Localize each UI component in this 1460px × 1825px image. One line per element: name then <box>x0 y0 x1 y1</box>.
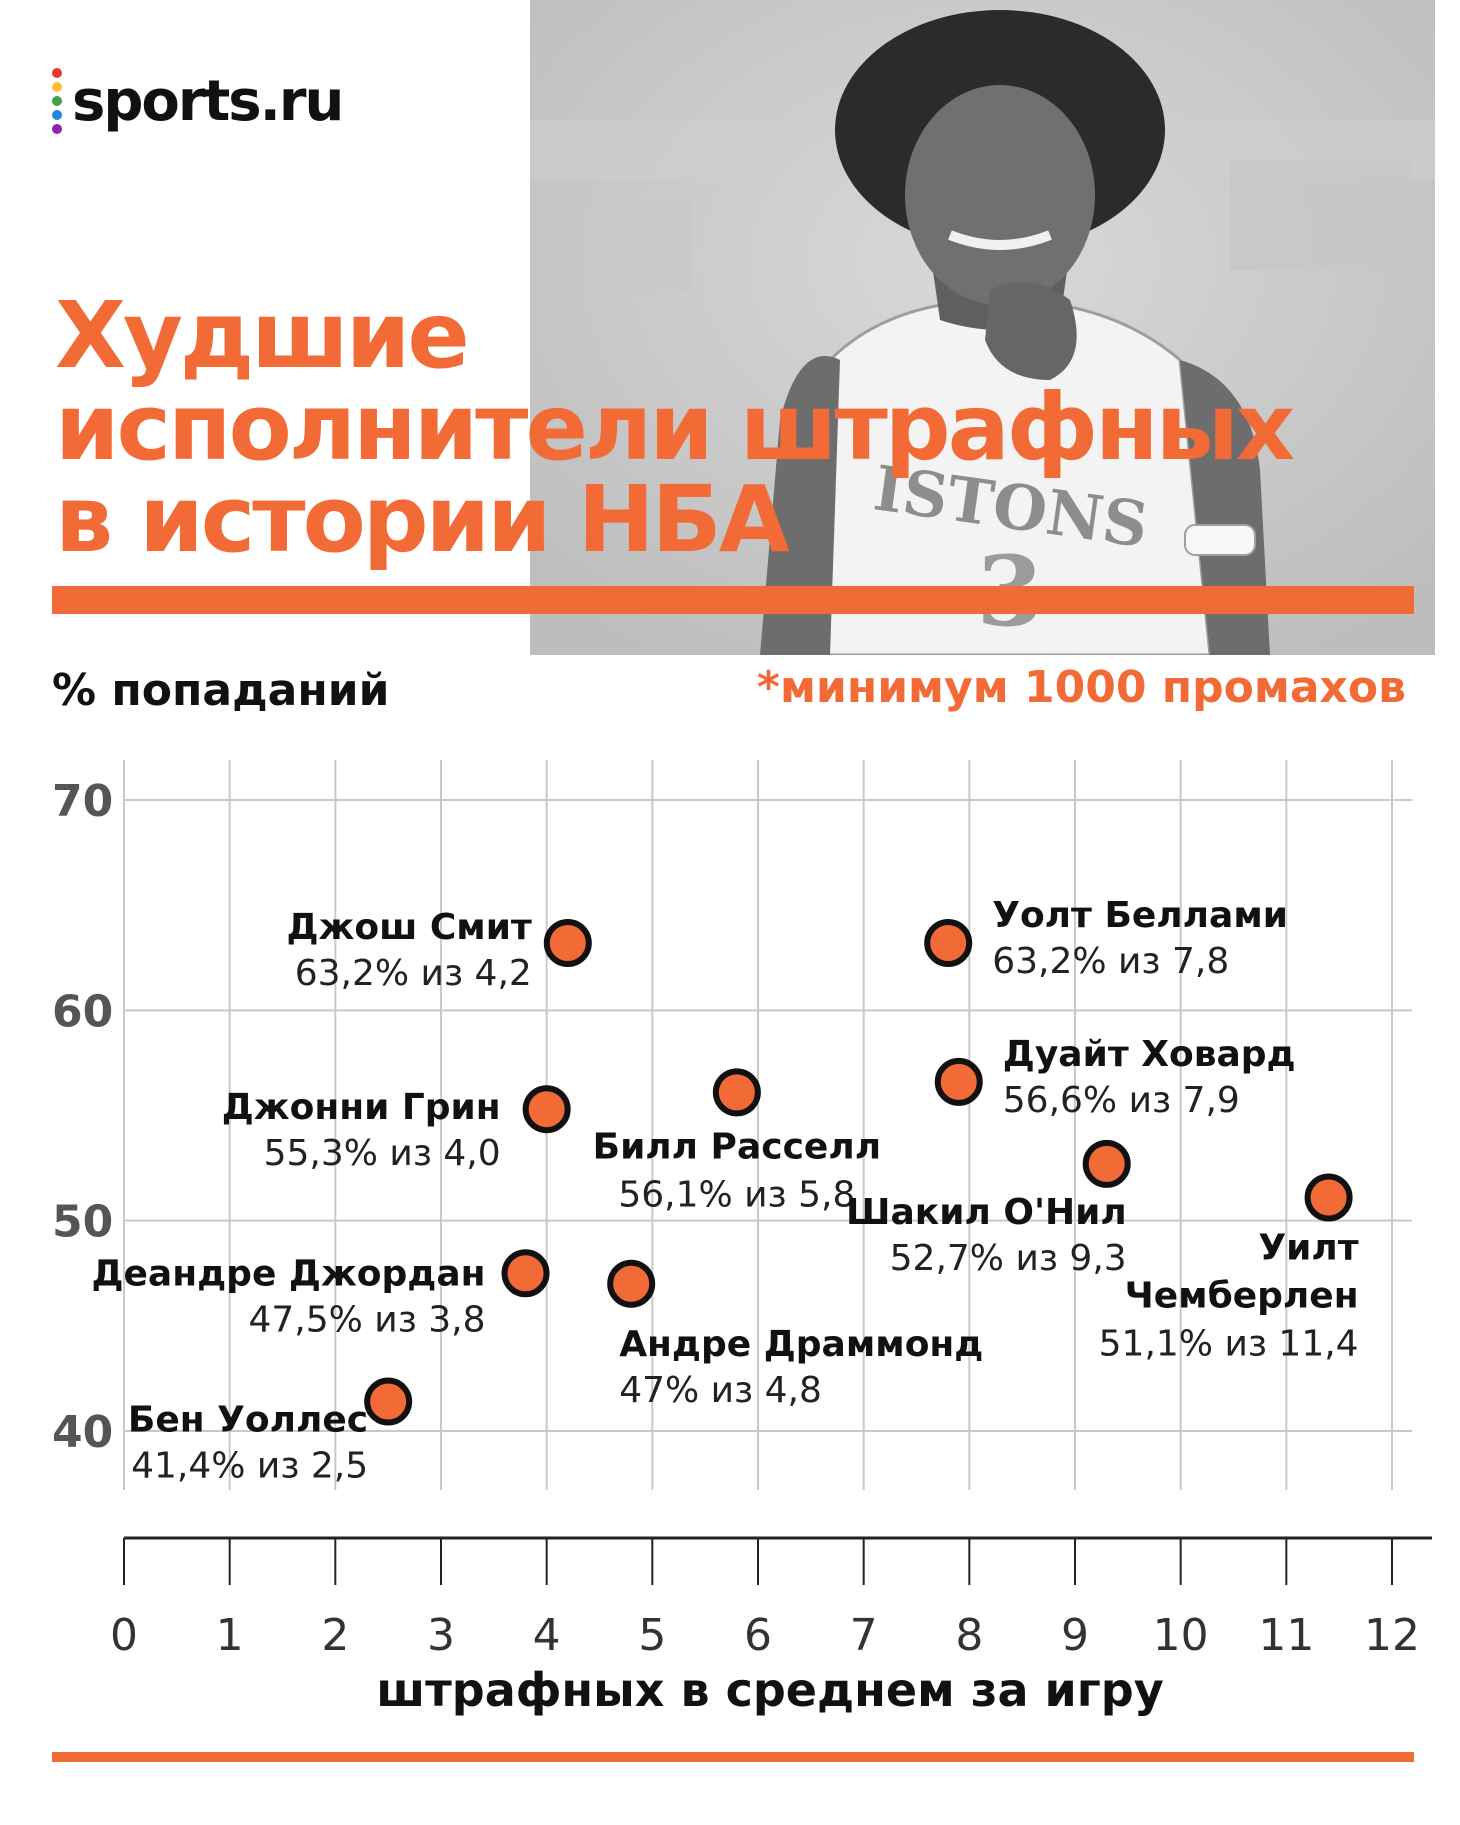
point-name-label: Джонни Грин <box>222 1087 501 1128</box>
x-tick-label: 4 <box>533 1610 561 1661</box>
data-point <box>607 1259 656 1308</box>
point-name-label: Дуайт Ховард <box>1003 1034 1296 1075</box>
point-value-label: 47% из 4,8 <box>619 1370 822 1411</box>
point-name-label: Уилт <box>1258 1228 1358 1269</box>
point-name-label: Андре Драммонд <box>619 1324 983 1365</box>
point-name-label: Деандре Джордан <box>91 1253 485 1294</box>
y-tick-label: 50 <box>52 1197 113 1248</box>
point-name-label: Джош Смит <box>286 907 531 948</box>
y-tick-label: 40 <box>52 1407 113 1458</box>
title-line-3: в истории НБА <box>55 466 790 573</box>
point-name-label: Уолт Беллами <box>992 895 1288 936</box>
data-point <box>934 1057 983 1106</box>
point-value-label: 56,6% из 7,9 <box>1003 1080 1240 1121</box>
data-point <box>501 1249 550 1298</box>
title-line-1: Худшие <box>55 282 470 389</box>
x-tick-label: 5 <box>638 1610 666 1661</box>
page-title: Худшие исполнители штрафных в истории НБ… <box>55 290 1435 566</box>
y-tick-label: 70 <box>52 776 113 827</box>
x-tick-label: 8 <box>955 1610 983 1661</box>
chart-note: *минимум 1000 промахов <box>757 662 1406 713</box>
player-photo: ISTONS 3 <box>530 0 1435 655</box>
x-tick-label: 0 <box>110 1610 138 1661</box>
y-axis-label: % попаданий <box>52 665 390 716</box>
y-tick-label: 60 <box>52 986 113 1037</box>
logo-text: sports.ru <box>72 68 344 134</box>
data-point <box>522 1085 571 1134</box>
data-point <box>543 919 592 968</box>
point-value-label: 41,4% из 2,5 <box>131 1446 368 1487</box>
point-value-label: 47,5% из 3,8 <box>248 1299 485 1340</box>
data-point <box>1082 1139 1131 1188</box>
x-tick-label: 11 <box>1258 1610 1314 1661</box>
title-underline <box>52 586 1414 614</box>
x-tick-label: 7 <box>850 1610 878 1661</box>
bottom-rule <box>52 1752 1414 1762</box>
x-axis-title: штрафных в среднем за игру <box>376 1663 1164 1717</box>
point-value-label: 63,2% из 7,8 <box>992 941 1229 982</box>
point-value-label: 52,7% из 9,3 <box>890 1238 1127 1279</box>
data-point <box>1304 1173 1353 1222</box>
data-point <box>712 1068 761 1117</box>
sports-logo: sports.ru <box>52 68 344 134</box>
point-value-label: 51,1% из 11,4 <box>1099 1324 1359 1365</box>
point-name-label: Билл Расселл <box>593 1126 881 1167</box>
x-tick-label: 6 <box>744 1610 772 1661</box>
point-name-label: Бен Уоллес <box>128 1400 368 1441</box>
title-line-2: исполнители штрафных <box>55 374 1295 481</box>
logo-dots-icon <box>52 68 62 134</box>
x-tick-label: 2 <box>321 1610 349 1661</box>
data-point <box>924 919 973 968</box>
x-tick-label: 10 <box>1153 1610 1209 1661</box>
x-tick-label: 1 <box>216 1610 244 1661</box>
point-name-label: Шакил О'Нил <box>846 1192 1127 1233</box>
point-value-label: 63,2% из 4,2 <box>295 953 532 994</box>
x-tick-label: 3 <box>427 1610 455 1661</box>
point-value-label: 55,3% из 4,0 <box>264 1133 501 1174</box>
x-tick-label: 9 <box>1061 1610 1089 1661</box>
x-tick-label: 12 <box>1364 1610 1420 1661</box>
data-point <box>364 1377 413 1426</box>
point-value-label: 56,1% из 5,8 <box>618 1174 855 1215</box>
point-name-label: Чемберлен <box>1125 1276 1359 1317</box>
